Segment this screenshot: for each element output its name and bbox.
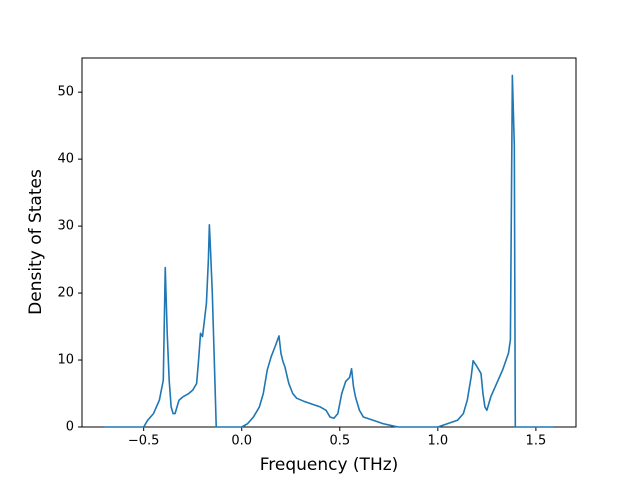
x-tick-label: 0.0 xyxy=(231,434,252,449)
x-tick-label: −0.5 xyxy=(128,434,160,449)
y-tick-label: 10 xyxy=(57,353,74,368)
y-tick-label: 30 xyxy=(57,219,74,234)
y-tick-label: 0 xyxy=(66,420,74,435)
x-axis-label: Frequency (THz) xyxy=(260,455,399,475)
y-tick-label: 40 xyxy=(57,152,74,167)
y-tick-label: 50 xyxy=(57,85,74,100)
y-tick-label: 20 xyxy=(57,286,74,301)
x-tick-label: 1.0 xyxy=(427,434,448,449)
x-tick-label: 1.5 xyxy=(526,434,547,449)
y-axis-label: Density of States xyxy=(26,169,46,315)
line-series xyxy=(104,74,554,428)
x-tick-label: 0.5 xyxy=(329,434,350,449)
axes-frame xyxy=(81,57,577,428)
